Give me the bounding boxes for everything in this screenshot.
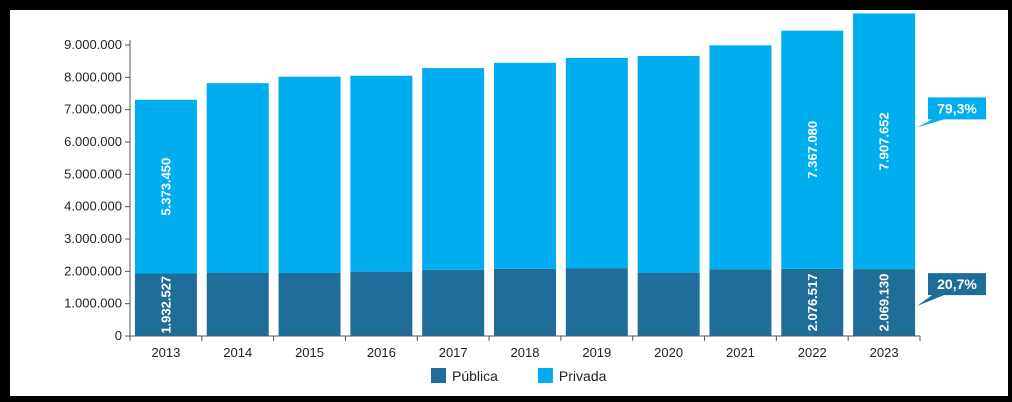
bar-publica <box>206 272 269 336</box>
share-callout-badge <box>917 97 986 128</box>
share-callout-badge <box>917 273 986 306</box>
legend: Pública Privada <box>431 368 607 384</box>
bar-privada <box>350 75 413 272</box>
y-axis: 0 1.000.000 2.000.000 3.000.000 4.000.000 5.0… <box>64 37 131 343</box>
bar-privada <box>565 57 628 269</box>
chart-frame: 0 1.000.000 2.000.000 3.000.000 4.000.000 5.0… <box>10 10 1008 396</box>
x-tick-label: 2023 <box>870 345 899 360</box>
bar-publica <box>494 268 556 336</box>
y-tick-label: 2.000.000 <box>64 263 122 278</box>
data-label: 1.932.527 <box>158 276 173 334</box>
bar-privada <box>781 30 844 269</box>
y-tick-label: 4.000.000 <box>64 199 122 214</box>
bar-publica <box>565 268 628 336</box>
data-label: 5.373.450 <box>158 158 173 216</box>
y-tick-label: 0 <box>115 328 122 343</box>
callouts: 79,3% 20,7% <box>917 97 986 306</box>
x-tick-label: 2020 <box>654 345 683 360</box>
legend-swatch-privada <box>537 368 553 383</box>
y-tick-label: 5.000.000 <box>64 166 122 181</box>
bar-publica <box>709 269 772 336</box>
y-tick-label: 8.000.000 <box>64 69 122 84</box>
x-tick-label: 2013 <box>151 345 180 360</box>
legend-label-privada: Privada <box>559 368 607 384</box>
bar-privada <box>278 76 341 273</box>
y-tick-label: 1.000.000 <box>64 296 122 311</box>
y-tick-label: 3.000.000 <box>64 231 122 246</box>
y-tick-label: 6.000.000 <box>64 134 122 149</box>
bar-publica <box>422 269 485 336</box>
x-tick-label: 2019 <box>582 345 611 360</box>
bar-publica <box>350 271 413 336</box>
y-tick-label: 9.000.000 <box>64 37 122 52</box>
bar-publica <box>853 269 916 336</box>
data-label: 2.069.130 <box>877 274 892 332</box>
data-label: 7.907.652 <box>877 112 892 170</box>
legend-label-publica: Pública <box>452 368 498 384</box>
bar-publica <box>134 273 197 336</box>
x-axis: 2013 2014 2015 2016 2017 2018 2019 2020 2021 2022… <box>129 335 921 360</box>
stacked-bar-chart: 0 1.000.000 2.000.000 3.000.000 4.000.000 5.0… <box>64 13 986 384</box>
bar-publica <box>781 268 844 336</box>
x-tick-label: 2015 <box>295 345 324 360</box>
legend-swatch-publica <box>431 368 446 383</box>
y-tick-label: 7.000.000 <box>64 102 122 117</box>
data-label: 7.367.080 <box>805 121 820 179</box>
share-callout-label: 20,7% <box>937 276 977 292</box>
data-label: 2.076.517 <box>805 274 820 332</box>
bars: 1.932.527 5.373.450 2.076.517 7.367.080 2.06… <box>134 13 916 336</box>
x-tick-label: 2022 <box>798 345 827 360</box>
bar-privada <box>709 45 772 270</box>
bar-privada <box>494 62 556 269</box>
x-tick-label: 2016 <box>367 345 396 360</box>
bar-publica <box>278 272 341 336</box>
x-tick-label: 2017 <box>439 345 468 360</box>
bar-publica <box>637 272 700 336</box>
x-tick-label: 2014 <box>223 345 252 360</box>
share-callout-label: 79,3% <box>937 100 977 116</box>
x-tick-label: 2018 <box>511 345 540 360</box>
bar-privada <box>422 68 485 270</box>
bar-privada <box>853 13 916 270</box>
bar-privada <box>206 83 269 273</box>
bar-privada <box>637 55 700 273</box>
x-tick-label: 2021 <box>726 345 755 360</box>
bar-privada <box>134 99 197 274</box>
